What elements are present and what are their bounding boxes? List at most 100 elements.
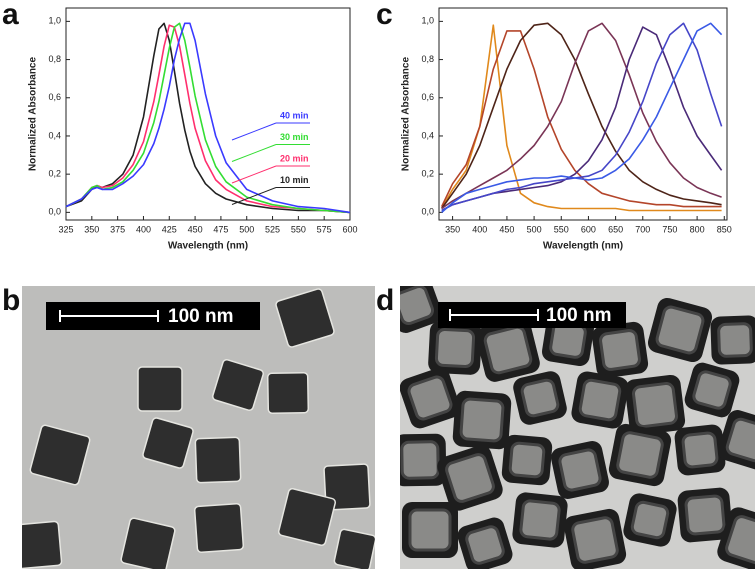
nanocage-core bbox=[520, 378, 560, 418]
x-tick-label: 800 bbox=[690, 224, 705, 234]
nanocage-core bbox=[400, 440, 440, 480]
x-tick-label: 325 bbox=[58, 224, 73, 234]
nanocage-core bbox=[408, 508, 452, 552]
y-tick-label: 0,8 bbox=[48, 54, 61, 64]
nanocube bbox=[142, 417, 194, 469]
legend-leader bbox=[231, 187, 277, 205]
y-tick-label: 0,0 bbox=[48, 207, 61, 217]
x-tick-label: 500 bbox=[239, 224, 254, 234]
y-tick-label: 0,4 bbox=[421, 130, 434, 140]
legend-label: 20 min bbox=[280, 153, 309, 163]
tem-particles bbox=[22, 288, 375, 569]
x-tick-label: 375 bbox=[110, 224, 125, 234]
y-tick-label: 0,8 bbox=[421, 54, 434, 64]
x-tick-label: 750 bbox=[662, 224, 677, 234]
x-tick-label: 475 bbox=[213, 224, 228, 234]
nanocage-core bbox=[630, 500, 670, 540]
y-tick-label: 0,6 bbox=[48, 92, 61, 102]
nanocube bbox=[22, 520, 63, 569]
legend-leader bbox=[231, 122, 277, 141]
spectrum-line bbox=[440, 30, 722, 208]
y-axis-title: Normalized Absorbance bbox=[28, 57, 39, 172]
nanocube bbox=[137, 366, 183, 412]
y-tick-label: 0,4 bbox=[48, 130, 61, 140]
nanocage-core bbox=[578, 378, 622, 422]
nanocube bbox=[120, 517, 176, 569]
x-tick-label: 850 bbox=[717, 224, 732, 234]
nanocage-core bbox=[445, 453, 495, 503]
y-tick-label: 0,0 bbox=[421, 207, 434, 217]
x-tick-label: 500 bbox=[527, 224, 542, 234]
x-tick-label: 700 bbox=[635, 224, 650, 234]
x-tick-label: 450 bbox=[499, 224, 514, 234]
x-tick-label: 400 bbox=[136, 224, 151, 234]
nanocage-core bbox=[571, 516, 619, 564]
tem-particles bbox=[400, 286, 755, 569]
scale-label: 100 nm bbox=[546, 305, 611, 326]
x-tick-label: 350 bbox=[84, 224, 99, 234]
y-tick-label: 1,0 bbox=[421, 16, 434, 26]
nanocage-core bbox=[519, 499, 561, 541]
x-tick-label: 450 bbox=[188, 224, 203, 234]
nanocage-core bbox=[681, 431, 719, 469]
x-tick-label: 650 bbox=[608, 224, 623, 234]
spectrum-line bbox=[65, 22, 351, 214]
nanocube bbox=[193, 502, 245, 554]
x-tick-label: 525 bbox=[265, 224, 280, 234]
spectrum-line bbox=[441, 22, 722, 210]
spectrum-line bbox=[441, 22, 723, 212]
nanocage-core bbox=[465, 525, 505, 565]
nanocage-core bbox=[616, 431, 664, 479]
nanocage-core bbox=[725, 417, 755, 463]
nanocube bbox=[212, 359, 264, 411]
x-tick-label: 600 bbox=[581, 224, 596, 234]
panel-label: a bbox=[2, 0, 19, 31]
spectrum-line bbox=[441, 22, 723, 214]
x-tick-label: 400 bbox=[472, 224, 487, 234]
nanocage-core bbox=[725, 515, 755, 565]
panel-label: b bbox=[2, 284, 20, 317]
nanocage-core bbox=[599, 329, 641, 371]
nanocage-core bbox=[692, 370, 732, 410]
x-axis-title: Wavelength (nm) bbox=[543, 241, 623, 252]
y-tick-label: 0,2 bbox=[421, 169, 434, 179]
legend-label: 40 min bbox=[280, 110, 309, 120]
x-axis-title: Wavelength (nm) bbox=[168, 241, 248, 252]
y-tick-label: 0,2 bbox=[48, 169, 61, 179]
spectrum-line bbox=[65, 24, 351, 214]
scale-label: 100 nm bbox=[168, 306, 233, 327]
x-tick-label: 550 bbox=[554, 224, 569, 234]
spectrum-line bbox=[441, 24, 722, 212]
nanocage-core bbox=[717, 322, 753, 358]
nanocage-core bbox=[558, 448, 602, 492]
legend-label: 10 min bbox=[280, 175, 309, 185]
x-tick-label: 350 bbox=[445, 224, 460, 234]
nanocage-core bbox=[508, 441, 546, 479]
y-tick-label: 1,0 bbox=[48, 16, 61, 26]
panel-label: d bbox=[376, 284, 394, 317]
x-tick-label: 425 bbox=[162, 224, 177, 234]
nanocube bbox=[333, 528, 375, 569]
x-tick-label: 550 bbox=[291, 224, 306, 234]
legend-leader bbox=[231, 144, 277, 162]
x-tick-label: 600 bbox=[342, 224, 357, 234]
nanocage-core bbox=[400, 286, 435, 326]
nanocube bbox=[278, 488, 336, 546]
nanocage-core bbox=[483, 325, 533, 375]
nanocage-core bbox=[459, 397, 505, 443]
nanocage-core bbox=[655, 305, 705, 355]
nanocube bbox=[266, 371, 310, 415]
spectrum-line bbox=[441, 22, 722, 209]
plot-frame bbox=[65, 7, 351, 221]
legend-label: 30 min bbox=[280, 132, 309, 142]
nanocage-core bbox=[407, 375, 453, 421]
panel-label: c bbox=[376, 0, 393, 31]
plot-frame bbox=[438, 7, 728, 221]
nanocube bbox=[29, 424, 91, 486]
nanocube bbox=[275, 288, 335, 348]
legend-leader bbox=[231, 165, 277, 184]
x-tick-label: 575 bbox=[317, 224, 332, 234]
nanocage-core bbox=[632, 382, 678, 428]
nanocage-core bbox=[684, 494, 726, 536]
